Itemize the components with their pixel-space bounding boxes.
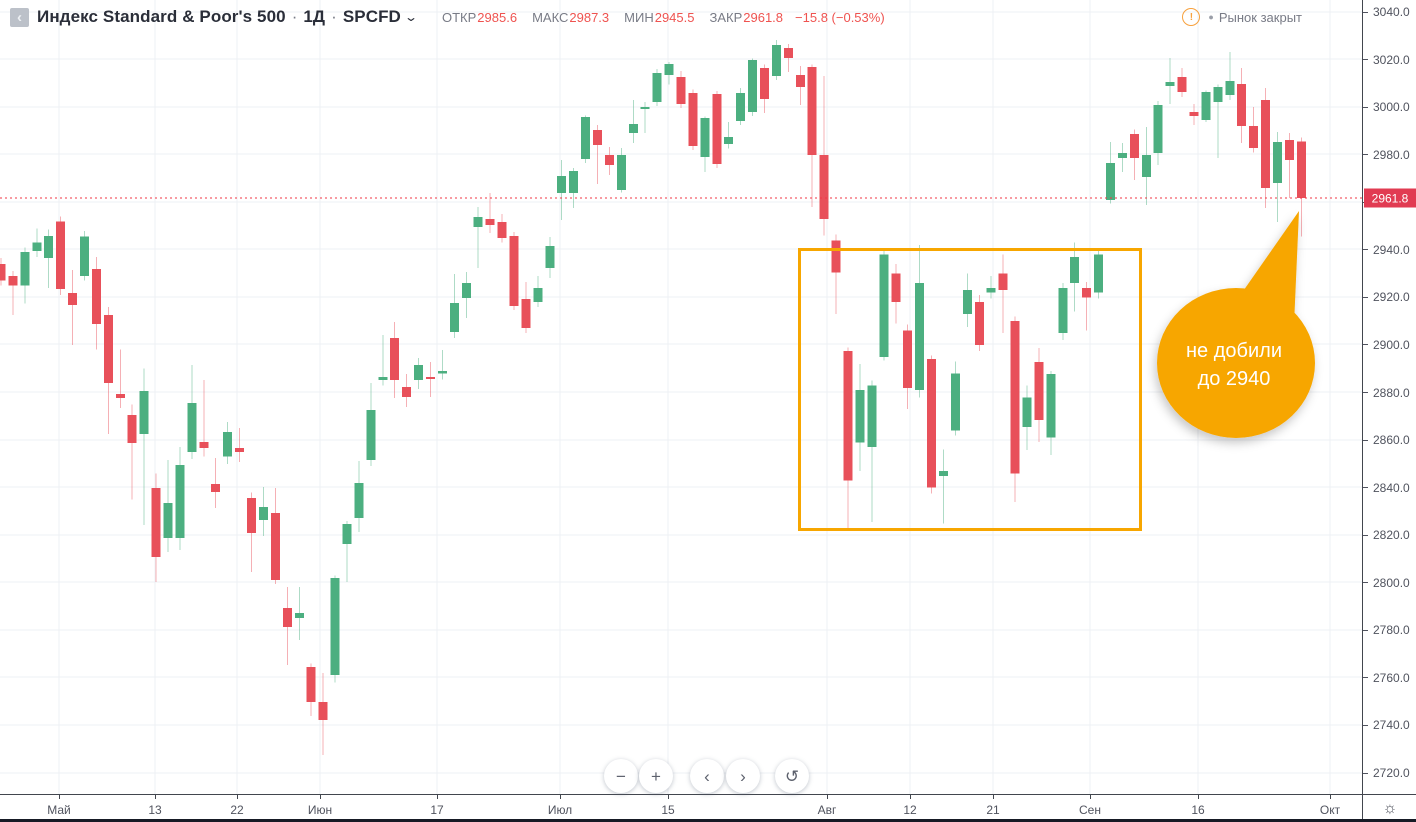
price-tick-label: 2900.0	[1363, 338, 1410, 352]
time-tick-label: Июн	[307, 803, 333, 817]
last-price-label: 2961.8	[1364, 188, 1416, 208]
interval-label[interactable]: 1Д	[303, 7, 326, 26]
high-label: МАКС	[532, 9, 569, 25]
callout-text-line2: до 2940	[1198, 368, 1271, 390]
low-label: МИН	[624, 9, 654, 25]
candles-layer[interactable]	[0, 40, 1306, 755]
time-tick-mark	[320, 795, 321, 799]
price-tick-label: 2740.0	[1363, 718, 1410, 732]
time-tick-label: 21	[986, 803, 1000, 817]
time-tick-label: Сен	[1079, 803, 1101, 817]
price-axis[interactable]: 2961.8 3040.03020.03000.02980.02960.0294…	[1362, 0, 1416, 794]
time-tick-mark	[437, 795, 438, 799]
price-tick-label: 2780.0	[1363, 623, 1410, 637]
close-value: 2961.8	[743, 9, 784, 25]
highlight-box-annotation[interactable]	[798, 248, 1142, 531]
time-tick-mark	[1330, 795, 1331, 799]
high-value: 2987.3	[569, 9, 610, 25]
market-status: ! ● Рынок закрыт	[1182, 8, 1302, 26]
price-tick-label: 2920.0	[1363, 290, 1410, 304]
open-value: 2985.6	[477, 9, 518, 25]
time-tick-mark	[1198, 795, 1199, 799]
time-tick-label: Май	[47, 803, 71, 817]
time-tick-label: 17	[430, 803, 444, 817]
time-tick-label: 22	[230, 803, 244, 817]
time-tick-mark	[155, 795, 156, 799]
time-tick-mark	[827, 795, 828, 799]
price-tick-label: 2800.0	[1363, 576, 1410, 590]
time-tick-label: Июл	[547, 803, 573, 817]
time-tick-label: Окт	[1319, 803, 1341, 817]
price-tick-label: 2980.0	[1363, 148, 1410, 162]
candlestick-chart[interactable]: не добили до 2940	[0, 0, 1362, 794]
price-tick-label: 2860.0	[1363, 433, 1410, 447]
window-bottom-edge	[0, 819, 1416, 822]
ohlc-readout: ОТКР 2985.6 МАКС 2987.3 МИН 2945.5 ЗАКР 2961…	[442, 10, 783, 25]
callout-annotation[interactable]: не добили до 2940	[1157, 211, 1315, 438]
time-tick-mark	[910, 795, 911, 799]
separator-dot: ·	[291, 7, 298, 26]
status-dot-icon: ●	[1208, 12, 1214, 22]
time-tick-mark	[993, 795, 994, 799]
ticker-label[interactable]: SPCFD	[342, 7, 401, 26]
separator-dot: ·	[331, 7, 337, 26]
price-tick-label: 3000.0	[1363, 100, 1410, 114]
time-tick-label: 16	[1191, 803, 1205, 817]
zoom-in-button[interactable]: +	[639, 759, 673, 793]
chart-plot-area[interactable]: не добили до 2940 ‹ Индекс Standard & Poo…	[0, 0, 1362, 794]
pan-left-button[interactable]: ‹	[690, 759, 724, 793]
symbol-title[interactable]: Индекс Standard & Poor's 500	[37, 7, 286, 26]
time-tick-mark	[560, 795, 561, 799]
chevron-down-icon[interactable]: ⌄	[403, 10, 419, 24]
time-tick-label: 13	[148, 803, 162, 817]
callout-bubble	[1157, 288, 1315, 438]
pan-right-button[interactable]: ›	[726, 759, 760, 793]
price-tick-label: 2720.0	[1363, 766, 1410, 780]
time-tick-label: 12	[903, 803, 917, 817]
zoom-out-button[interactable]: −	[604, 759, 638, 793]
time-tick-mark	[237, 795, 238, 799]
time-tick-label: Авг	[817, 803, 837, 817]
open-label: ОТКР	[442, 9, 477, 25]
price-tick-label: 2840.0	[1363, 481, 1410, 495]
market-status-text: Рынок закрыт	[1218, 9, 1302, 25]
price-tick-label: 2940.0	[1363, 243, 1410, 257]
price-tick-label: 3020.0	[1363, 53, 1410, 67]
chart-nav-controls: − + ‹ › ↺	[604, 759, 809, 793]
close-label: ЗАКР	[709, 9, 743, 25]
alert-circle-icon[interactable]: !	[1182, 8, 1201, 26]
price-tick-label: 2880.0	[1363, 386, 1410, 400]
price-tick-label: 3040.0	[1363, 5, 1410, 19]
price-tick-label: 2760.0	[1363, 671, 1410, 685]
gear-icon[interactable]: ☼	[1382, 800, 1398, 817]
collapse-chevron-icon[interactable]: ‹	[10, 7, 29, 27]
low-value: 2945.5	[654, 9, 695, 25]
price-tick-label: 2820.0	[1363, 528, 1410, 542]
grid-lines	[0, 0, 1362, 794]
time-tick-label: 15	[661, 803, 675, 817]
symbol-legend: ‹ Индекс Standard & Poor's 500 · 1Д · SP…	[10, 7, 885, 27]
callout-text-line1: не добили	[1186, 340, 1282, 362]
time-axis[interactable]: Май 13 22 Июн 17 Июл 15 Авг 12 21 Сен 16 Окт	[0, 794, 1362, 822]
time-tick-mark	[668, 795, 669, 799]
time-tick-mark	[1090, 795, 1091, 799]
reset-view-button[interactable]: ↺	[775, 759, 809, 793]
axis-settings-corner: ☼	[1362, 794, 1416, 822]
price-change: −15.8 (−0.53%)	[795, 9, 885, 25]
time-tick-mark	[59, 795, 60, 799]
